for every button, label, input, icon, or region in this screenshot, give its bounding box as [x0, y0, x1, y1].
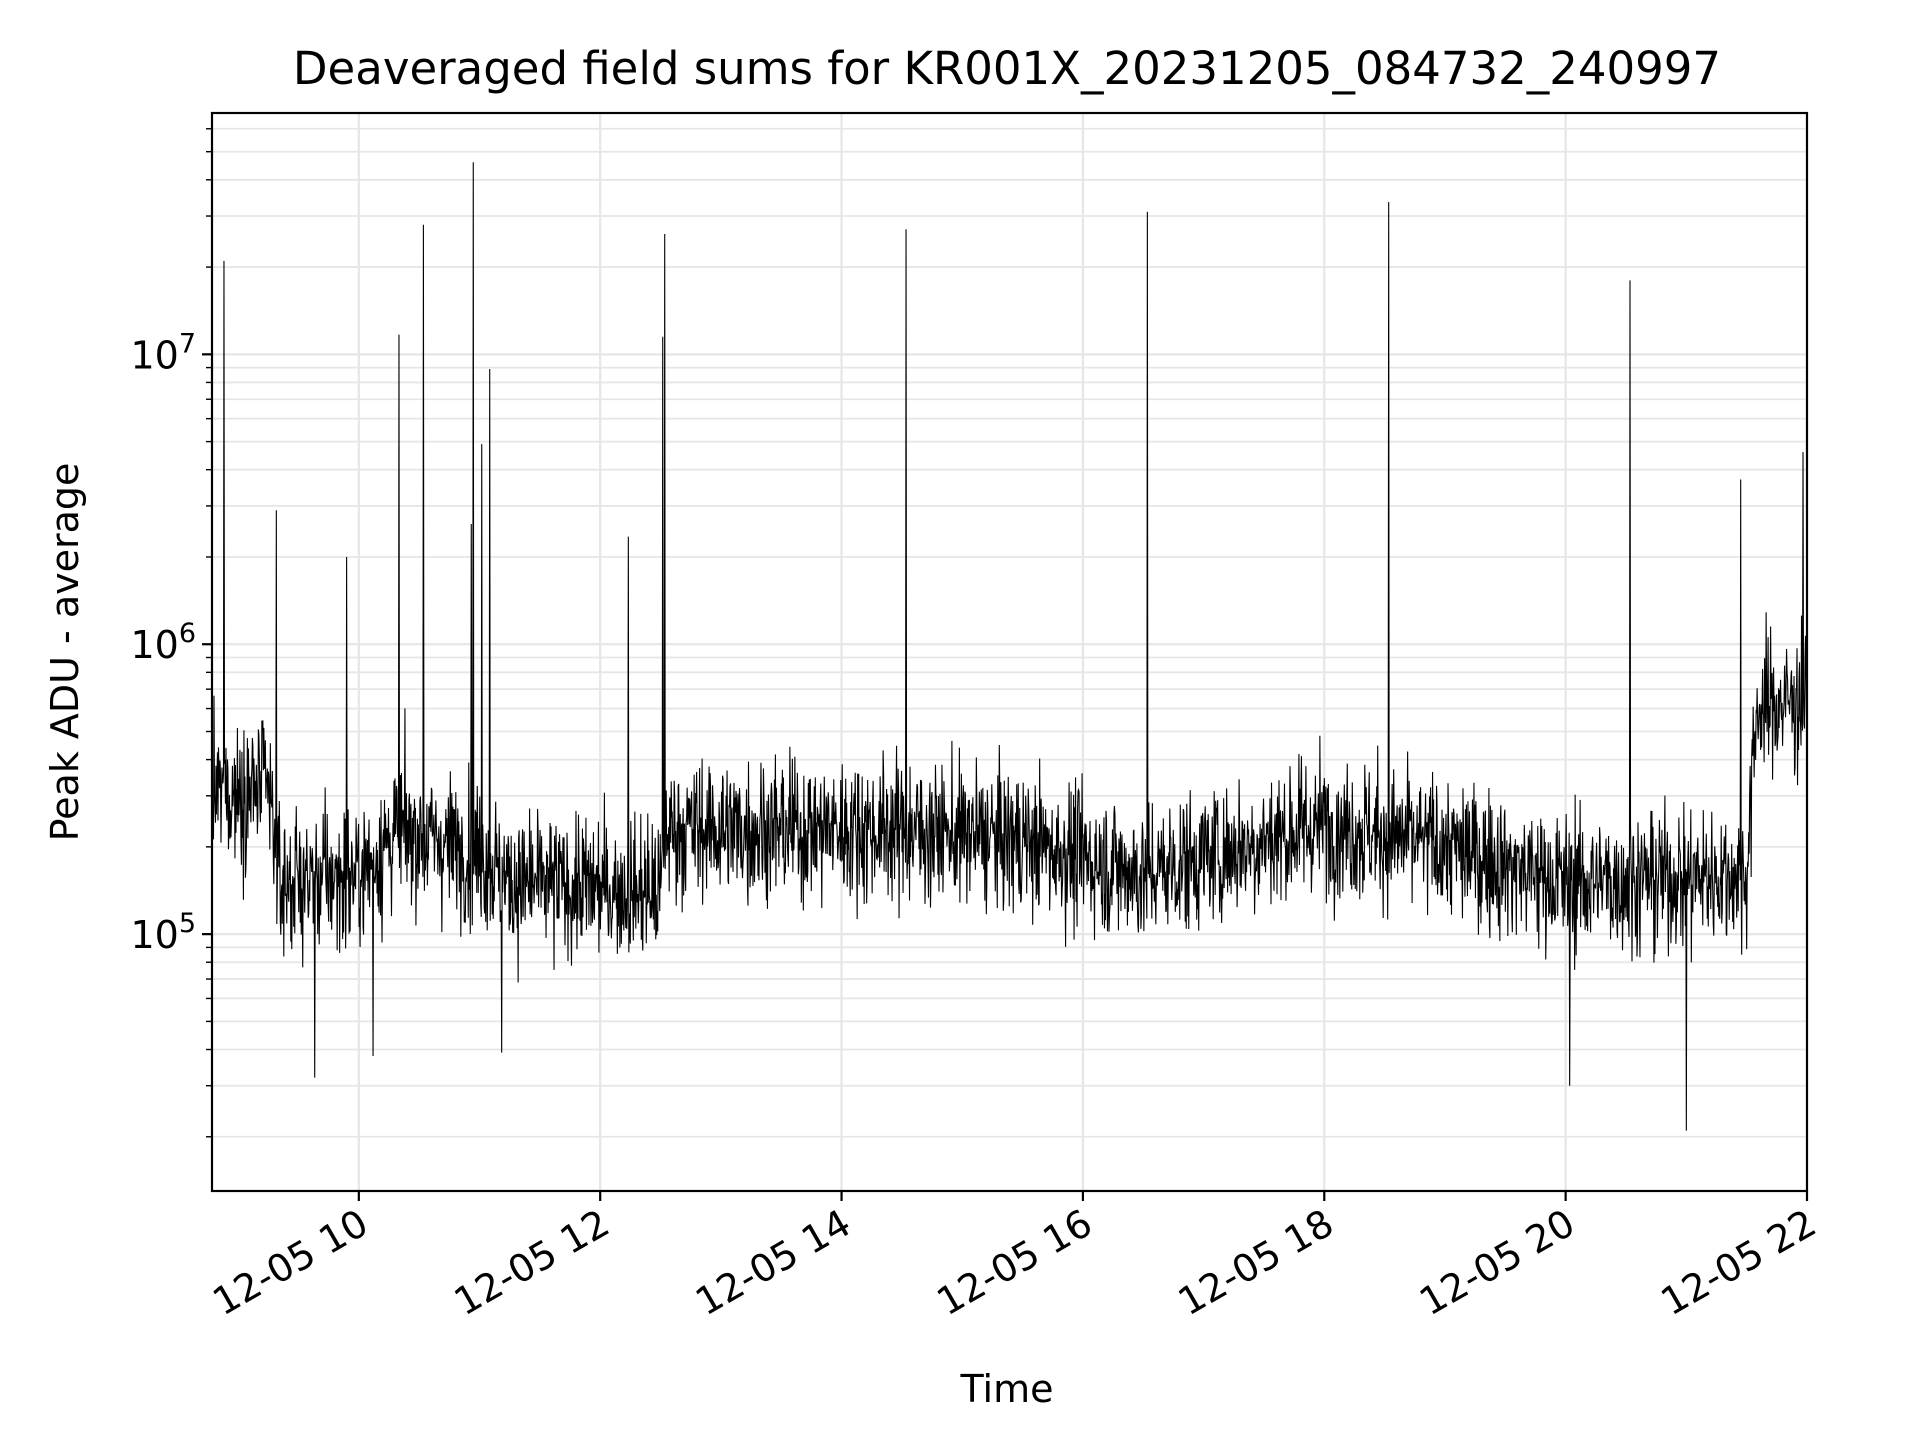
- y-tick-label-base: 10: [130, 333, 178, 377]
- data-series: [211, 162, 1808, 1131]
- series-line: [211, 162, 1808, 1131]
- y-tick-label: 106: [130, 618, 196, 667]
- y-tick-label-exponent: 6: [179, 618, 196, 649]
- y-tick-label-base: 10: [130, 623, 178, 667]
- plot-frame: [210, 111, 1809, 1193]
- x-axis-label: Time: [960, 1367, 1054, 1411]
- y-tick-label: 105: [130, 908, 196, 957]
- y-tick-label: 107: [130, 328, 196, 377]
- y-tick-label-base: 10: [130, 913, 178, 957]
- y-axis-label: Peak ADU - average: [43, 463, 87, 842]
- y-tick-label-exponent: 7: [179, 328, 196, 359]
- y-tick-label-exponent: 5: [179, 908, 196, 939]
- chart-title: Deaveraged field sums for KR001X_2023120…: [293, 42, 1721, 95]
